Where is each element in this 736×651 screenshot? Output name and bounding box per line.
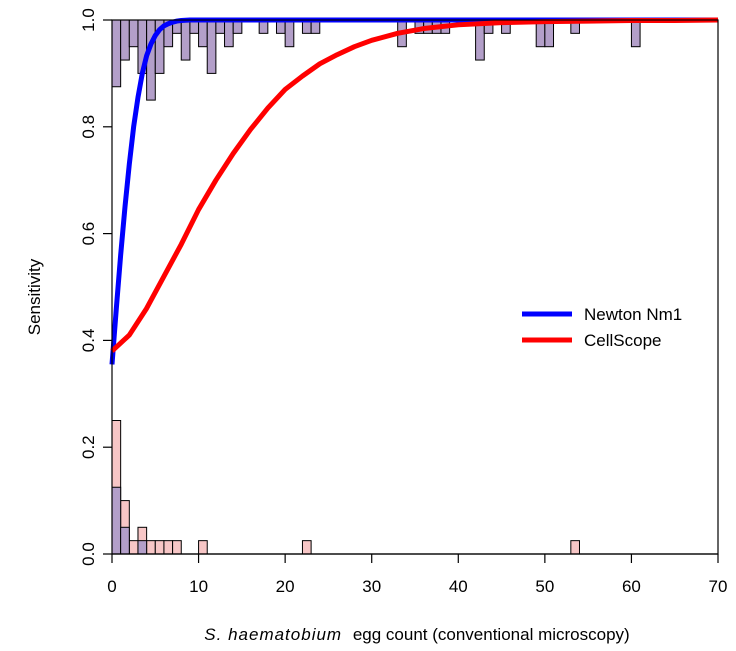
top-histogram-bar-purple (630, 19, 641, 48)
y-tick-label: 1.0 (79, 8, 98, 32)
bottom-histogram-bar-purple (111, 486, 122, 555)
top-histogram-bar-purple (284, 19, 295, 48)
top-histogram-bar-purple (198, 19, 208, 48)
top-histogram-bar-purple (120, 19, 130, 61)
series-line-cellscope (110, 17, 719, 353)
bottom-histogram-bar-pink (301, 540, 312, 555)
bottom-histogram-bar-pink (128, 540, 139, 555)
y-tick-label: 0.6 (79, 222, 98, 246)
x-axis: 0 10 20 30 40 50 60 70 (107, 553, 728, 596)
x-tick-label: 0 (107, 577, 116, 596)
bottom-histogram-bar-pink (570, 540, 580, 555)
y-axis: 0.0 0.2 0.4 0.6 0.8 1.0 (79, 8, 112, 566)
y-axis-title: Sensitivity (25, 258, 44, 335)
x-tick-label: 70 (709, 577, 728, 596)
x-axis-title-rest: egg count (conventional microscopy) (353, 625, 630, 644)
y-tick-label: 0.2 (79, 435, 98, 459)
x-tick-label: 10 (189, 577, 208, 596)
top-histogram-bar-purple (128, 19, 139, 48)
x-tick-label: 60 (622, 577, 641, 596)
bottom-histogram-bar-purple (120, 526, 130, 555)
x-tick-label: 30 (362, 577, 381, 596)
histogram-layer (111, 19, 641, 555)
y-tick-label: 0.0 (79, 542, 98, 566)
x-axis-title-italic: S. haematobium (204, 625, 342, 644)
bottom-histogram-bar-pink (198, 540, 208, 555)
bottom-histogram-bar-purple (137, 540, 148, 555)
legend-label: Newton Nm1 (584, 305, 682, 324)
bottom-histogram-bar-pink (146, 540, 156, 555)
legend: Newton Nm1 CellScope (522, 305, 682, 350)
plot-frame (111, 19, 719, 555)
bottom-histogram-bar-pink (172, 540, 182, 555)
x-tick-label: 50 (535, 577, 554, 596)
x-tick-label: 40 (449, 577, 468, 596)
top-histogram-bar-purple (180, 19, 191, 61)
legend-label: CellScope (584, 331, 662, 350)
y-tick-label: 0.8 (79, 115, 98, 139)
x-tick-label: 20 (276, 577, 295, 596)
top-histogram-bar-purple (206, 19, 217, 74)
y-tick-label: 0.4 (79, 329, 98, 353)
x-axis-title: S. haematobium egg count (conventional m… (204, 625, 629, 644)
bottom-histogram-bar-pink (154, 540, 165, 555)
top-histogram-bar-purple (111, 19, 122, 88)
top-histogram-bar-purple (224, 19, 234, 48)
bottom-histogram-bar-pink (163, 540, 174, 555)
